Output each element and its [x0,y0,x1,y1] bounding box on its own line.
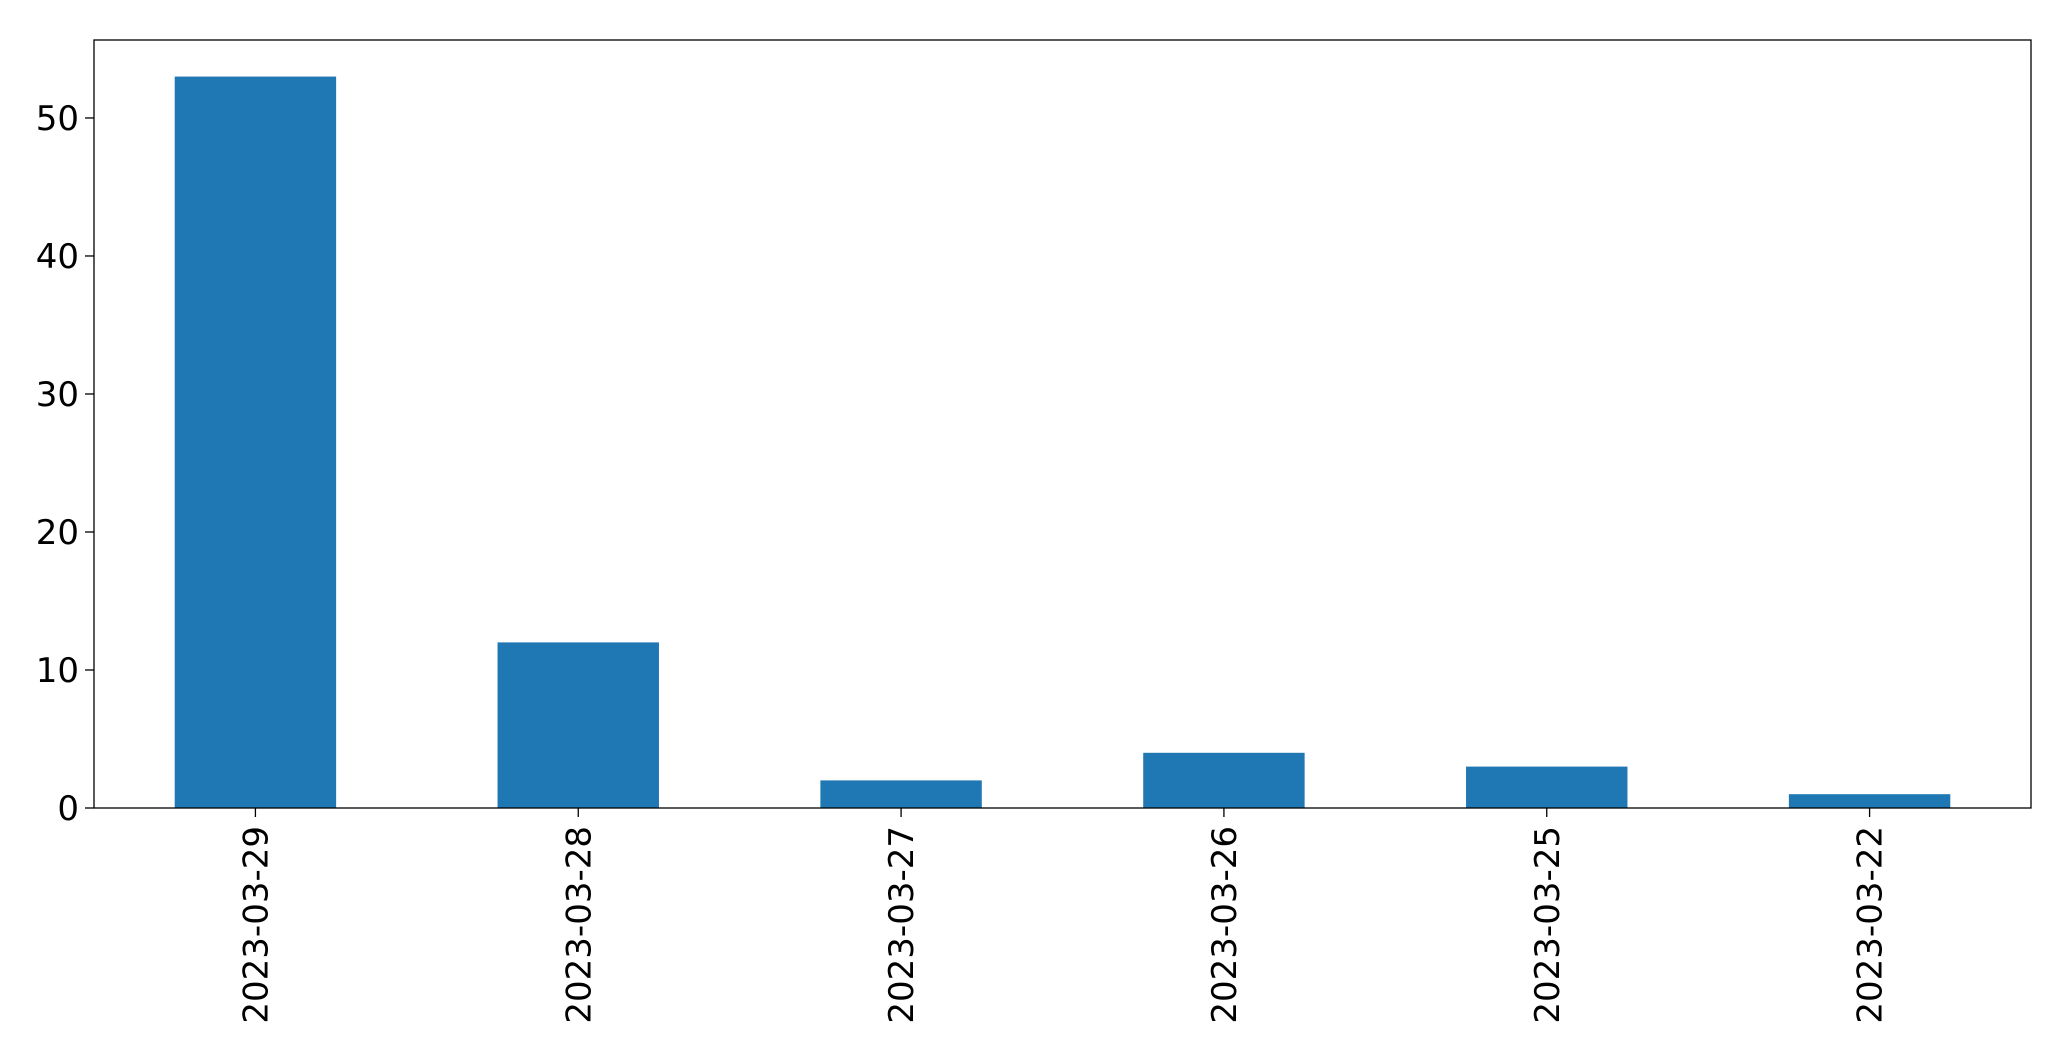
plot-frame [93,39,2032,809]
y-tick-label: 20 [36,513,79,553]
x-tick-label: 2023-03-27 [882,826,922,1024]
y-tick-label: 0 [57,789,79,829]
x-tick-label: 2023-03-25 [1528,826,1568,1024]
bar [497,642,659,808]
x-tick-label: 2023-03-26 [1205,826,1245,1024]
bar [174,76,337,809]
y-tick-label: 50 [36,99,79,139]
x-tick-label: 2023-03-28 [559,826,599,1024]
bar [1788,794,1951,808]
y-tick-label: 40 [36,237,79,277]
x-tick-label: 2023-03-22 [1851,826,1891,1024]
bar [820,780,982,808]
y-tick-label: 30 [36,375,79,415]
y-tick-label: 10 [36,651,79,691]
x-tick-label: 2023-03-29 [236,826,276,1024]
bar [1466,766,1628,808]
bar [1143,752,1305,808]
